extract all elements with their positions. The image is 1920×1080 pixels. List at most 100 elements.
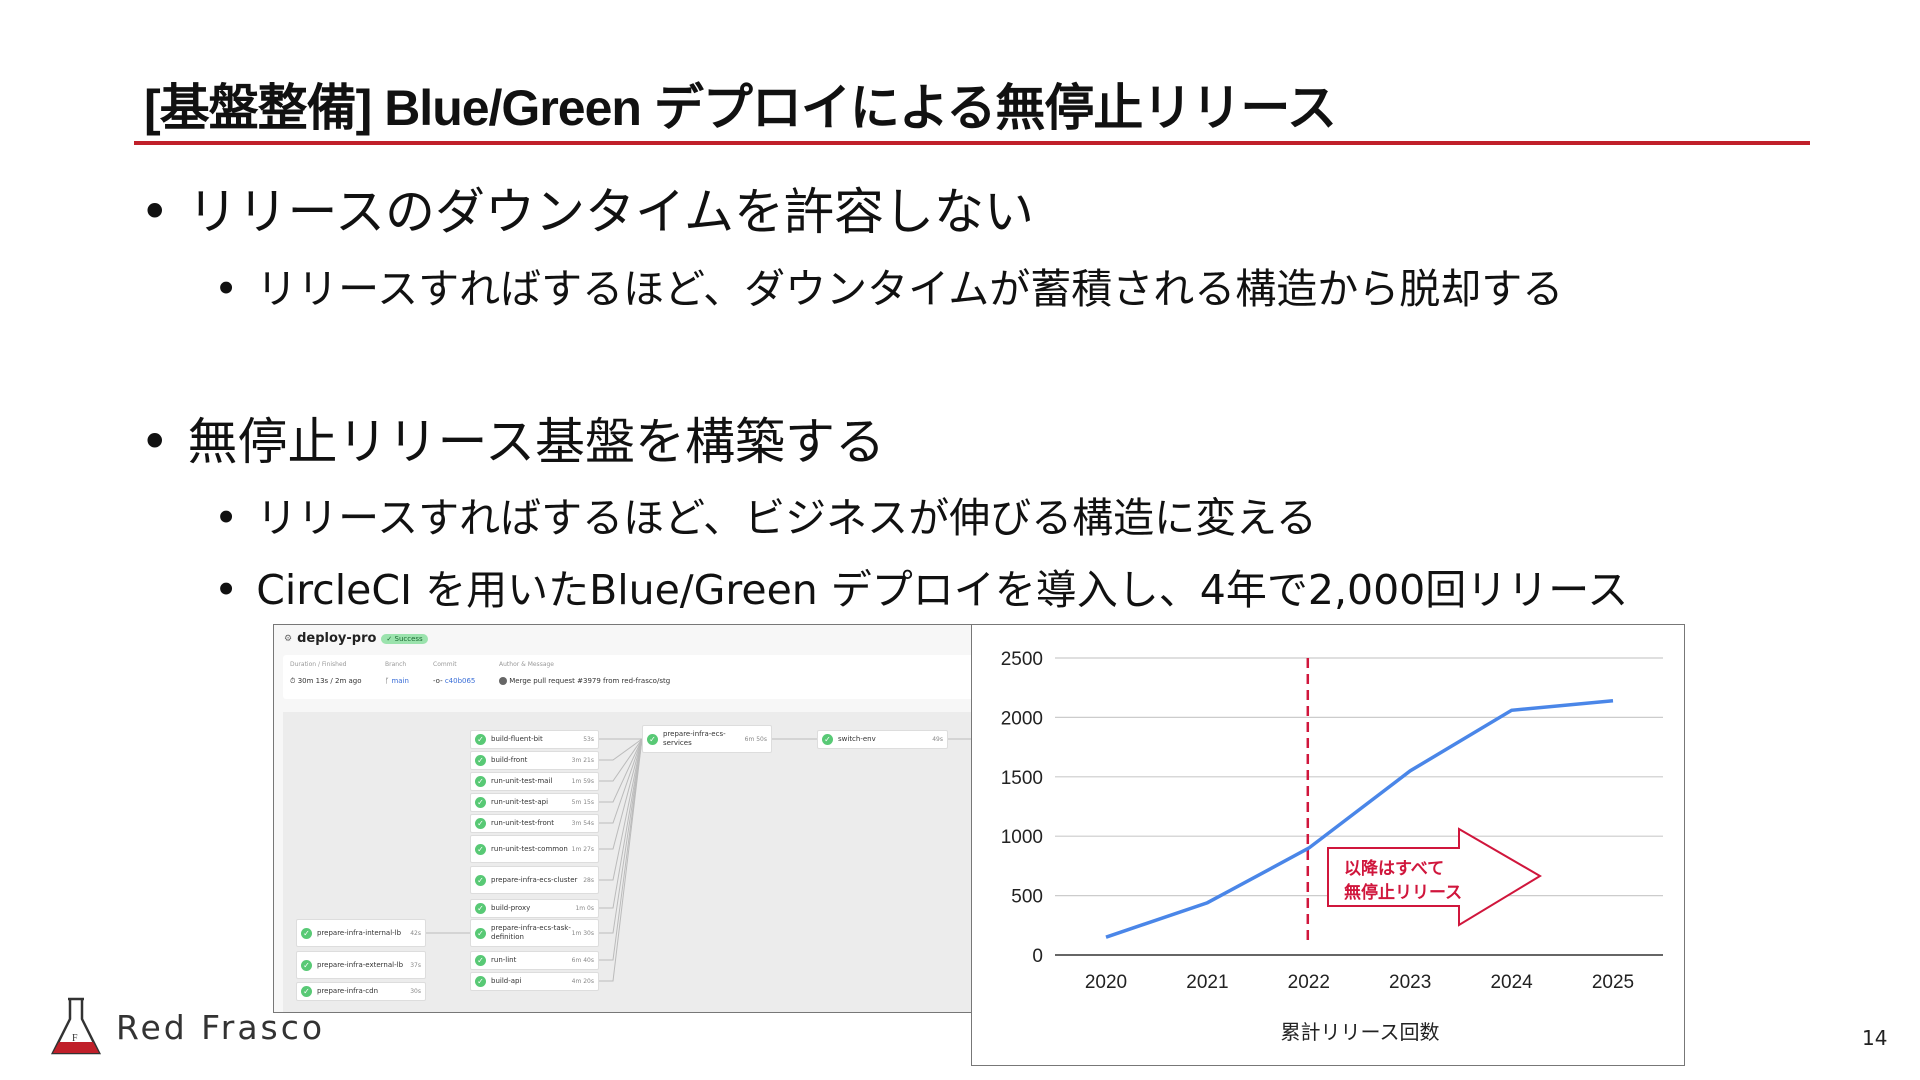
job-name: build-front	[491, 755, 528, 764]
bullet-text: リリースすればするほど、ダウンタイムが蓄積される構造から脱却する	[256, 265, 1564, 313]
y-tick-label: 1000	[1001, 827, 1043, 848]
check-icon: ✓	[475, 874, 486, 886]
job-node[interactable]: ✓ run-unit-test-common 1m 27s	[470, 835, 599, 863]
y-tick-label: 2000	[1001, 708, 1043, 729]
job-node[interactable]: ✓ prepare-infra-internal-lb 42s	[296, 919, 426, 947]
job-edge	[599, 738, 643, 850]
job-duration: 42s	[410, 929, 421, 937]
bullet-1-sub-1: • リリースすればするほど、ダウンタイムが蓄積される構造から脱却する	[214, 255, 1563, 315]
annotation-text: 以降はすべて	[1344, 858, 1444, 879]
bullet-2: • 無停止リリース基盤を構築する	[140, 402, 885, 474]
slide-title: [基盤整備] Blue/Green デプロイによる無停止リリース	[144, 80, 1337, 136]
page-number: 14	[1862, 1026, 1888, 1050]
job-duration: 5m 15s	[571, 798, 594, 806]
job-edge	[599, 738, 643, 982]
duration-label: Duration / Finished	[290, 661, 347, 668]
job-name: run-unit-test-common	[491, 844, 568, 853]
check-icon: ✓	[301, 927, 312, 939]
job-connections	[426, 738, 972, 982]
bullet-text: リリースのダウンタイムを許容しない	[187, 183, 1035, 241]
job-name: switch-env	[838, 734, 876, 743]
job-name: prepare-infra-external-lb	[317, 960, 404, 969]
check-icon: ✓	[475, 754, 486, 766]
job-edge	[599, 738, 643, 782]
job-name: build-proxy	[491, 903, 531, 912]
chart-svg: 0 500 1000 1500 2000 2500 2020 2021 2022 2023 2024…	[1001, 649, 1663, 1044]
job-name: run-unit-test-mail	[491, 776, 553, 785]
job-duration: 1m 0s	[575, 904, 594, 912]
job-name: run-unit-test-front	[491, 818, 554, 827]
job-duration: 28s	[583, 876, 594, 884]
job-node[interactable]: ✓ prepare-infra-cdn 30s	[296, 981, 426, 1001]
job-node[interactable]: ✓ prepare-infra-ecs-services 6m 50s	[642, 725, 772, 753]
bullet-dot: •	[214, 566, 239, 614]
job-duration: 53s	[583, 735, 594, 743]
bullet-dot: •	[214, 494, 239, 542]
status-badge: ✓ Success	[381, 633, 428, 644]
y-tick-label: 500	[1011, 887, 1043, 908]
job-duration: 3m 54s	[571, 819, 594, 827]
job-node[interactable]: ✓ prepare-infra-ecs-cluster 28s	[470, 866, 599, 894]
job-node[interactable]: ✓ run-unit-test-api 5m 15s	[470, 792, 599, 812]
check-icon: ✓	[475, 733, 486, 745]
job-node[interactable]: ✓ switch-env 49s	[817, 729, 948, 749]
x-tick-label: 2024	[1490, 972, 1533, 993]
title-underline	[134, 141, 1810, 145]
job-node[interactable]: ✓ prepare-infra-ecs-task-definition 1m 30s	[470, 919, 599, 947]
job-duration: 6m 50s	[744, 735, 767, 743]
workflow-header: ⚙ deploy-pro ✓ Success	[284, 631, 428, 646]
job-duration: 3m 21s	[571, 756, 594, 764]
job-name: run-unit-test-api	[491, 797, 549, 806]
commit-value: -o- c40b065	[433, 677, 476, 685]
x-tick-label: 2021	[1186, 972, 1228, 993]
job-node[interactable]: ✓ build-front 3m 21s	[470, 750, 599, 770]
release-count-chart: 0 500 1000 1500 2000 2500 2020 2021 2022 2023 2024…	[971, 624, 1685, 1066]
bullet-dot: •	[140, 413, 170, 471]
job-node[interactable]: ✓ run-lint 6m 40s	[470, 950, 599, 970]
job-node[interactable]: ✓ build-api 4m 20s	[470, 971, 599, 991]
commit-icon: -o-	[433, 677, 445, 685]
company-logo: F Red Frasco	[50, 996, 325, 1058]
job-duration: 6m 40s	[571, 956, 594, 964]
job-node[interactable]: ✓ run-unit-test-front 3m 54s	[470, 813, 599, 833]
bullet-text: CircleCI を用いたBlue/Green デプロイを導入し、4年で2,00…	[256, 566, 1629, 614]
x-tick-label: 2020	[1085, 972, 1127, 993]
branch-value: ᚴ main	[385, 677, 409, 685]
job-node[interactable]: ✓ build-fluent-bit 53s	[470, 729, 599, 749]
check-icon: ✓	[475, 817, 486, 829]
workflow-graph: ✓ build-fluent-bit 53s ✓ build-front 3m 21s ✓ r…	[283, 712, 972, 1012]
check-icon: ✓	[475, 775, 486, 787]
job-duration: 30s	[410, 987, 421, 995]
job-edge	[599, 738, 643, 934]
branch-label: Branch	[385, 661, 407, 668]
svg-text:F: F	[72, 1033, 78, 1044]
job-node[interactable]: ✓ run-unit-test-mail 1m 59s	[470, 771, 599, 791]
circleci-screenshot: ⚙ deploy-pro ✓ Success Duration / Finish…	[273, 624, 973, 1013]
x-tick-label: 2023	[1389, 972, 1431, 993]
job-node[interactable]: ✓ prepare-infra-external-lb 37s	[296, 951, 426, 979]
annotation-arrow	[1327, 827, 1542, 927]
job-edge	[599, 738, 643, 909]
series-line	[1105, 699, 1614, 939]
job-edge	[599, 738, 643, 824]
commit-message: Merge pull request #3979 from red-frasco…	[499, 677, 670, 685]
y-tick-label: 1500	[1001, 768, 1043, 789]
job-node[interactable]: ✓ build-proxy 1m 0s	[470, 898, 599, 918]
job-edge	[599, 738, 643, 961]
check-icon: ✓	[475, 796, 486, 808]
job-name: prepare-infra-ecs-cluster	[491, 875, 578, 884]
commit-label: Commit	[433, 661, 457, 668]
timer-icon: ⏱	[290, 677, 298, 685]
bullet-text: リリースすればするほど、ビジネスが伸びる構造に変える	[256, 494, 1317, 542]
job-name: prepare-infra-internal-lb	[317, 928, 402, 937]
check-icon: ✓	[475, 927, 486, 939]
job-duration: 1m 30s	[571, 929, 594, 937]
job-duration: 1m 27s	[571, 845, 594, 853]
job-name: build-api	[491, 976, 522, 985]
duration-value: ⏱ 30m 13s / 2m ago	[290, 677, 362, 685]
x-tick-label: 2025	[1592, 972, 1634, 993]
y-tick-label: 2500	[1001, 649, 1043, 670]
job-duration: 4m 20s	[571, 977, 594, 985]
job-name: build-fluent-bit	[491, 734, 543, 743]
check-icon: ✓	[475, 843, 486, 855]
